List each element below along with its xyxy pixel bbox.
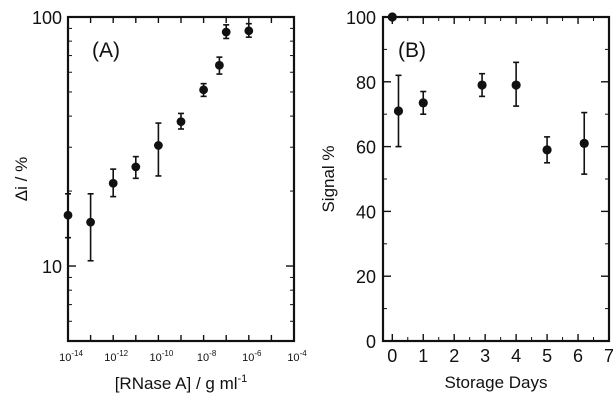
data-point [418,98,428,108]
x-tick-label: 1 [418,346,428,366]
y-tick-label: 80 [356,73,376,93]
x-tick-label: 2 [449,346,459,366]
panel-b-axes: 0 1 2 3 4 5 6 7 0 20 40 60 80 100 [346,8,613,366]
data-point-group [86,193,95,262]
data-point [542,145,552,155]
data-point-group [393,74,404,148]
panel-b-ylabel: Signal % [319,145,338,212]
x-tick-label: 7 [604,346,613,366]
data-point [63,210,73,220]
data-point [199,85,209,95]
x-tick-label: 0 [387,346,397,366]
y-tick-label: 40 [356,202,376,222]
data-point [244,26,254,36]
panel-b-xlabel: Storage Days [445,373,548,392]
data-point [86,217,95,227]
panel-a-axes: 10-14 10-12 10-10 10-8 10-6 10-4 10 100 [32,8,307,364]
x-tick-label: 10-14 [59,349,83,364]
panel-b-frame [381,15,611,343]
data-point [214,60,224,70]
panel-b: (B) 0 1 2 3 4 5 6 7 0 20 40 60 80 100 Storage Days Si… [319,8,613,392]
data-point [176,117,186,127]
data-point-group [176,112,186,130]
y-tick-label: 100 [32,8,62,28]
data-point [477,80,487,90]
data-point [221,27,231,37]
data-point [154,141,163,150]
x-tick-label: 10-4 [287,349,307,364]
data-point-group [131,155,141,180]
data-point [108,178,118,188]
data-point-group [214,56,224,75]
y-tick-label: 20 [356,267,376,287]
panel-b-label: (B) [398,39,426,62]
data-point [393,106,404,116]
x-tick-label: 4 [511,346,521,366]
y-tick-label: 10 [42,257,62,277]
y-tick-label: 60 [356,138,376,158]
x-tick-label: 10-6 [242,349,262,364]
x-tick-label: 10-8 [197,349,217,364]
y-tick-label: 100 [346,8,376,28]
data-point-group [418,90,428,115]
data-point [511,80,521,90]
data-point [131,162,141,172]
y-tick-label: 0 [366,332,376,352]
data-point [579,138,589,148]
panel-b-marks [387,12,589,175]
panel-a-xlabel: [RNase A] / g ml-1 [115,373,248,393]
data-point-group [154,122,163,177]
data-point-group [477,72,487,98]
x-tick-label: 10-10 [149,349,173,364]
x-tick-label: 6 [573,346,583,366]
panel-a-marks [63,22,254,262]
data-point [387,12,397,22]
x-tick-label: 5 [542,346,552,366]
data-point-group [108,168,118,198]
data-point-group [542,136,552,164]
data-point-group [244,22,254,38]
data-point-group [63,193,73,239]
panel-a-frame [66,15,296,343]
panel-a-ylabel: Δi / % [12,157,31,201]
x-tick-label: 10-12 [104,349,128,364]
data-point-group [579,111,589,175]
data-point-group [199,82,209,98]
x-tick-label: 3 [480,346,490,366]
panel-a-label: (A) [92,39,120,62]
data-point-group [221,24,231,40]
data-point-group [511,61,521,107]
panel-a: (A) 10-14 10-12 10-10 10-8 10-6 10-4 10 100 [RN… [12,8,307,393]
data-point-group [387,12,397,22]
